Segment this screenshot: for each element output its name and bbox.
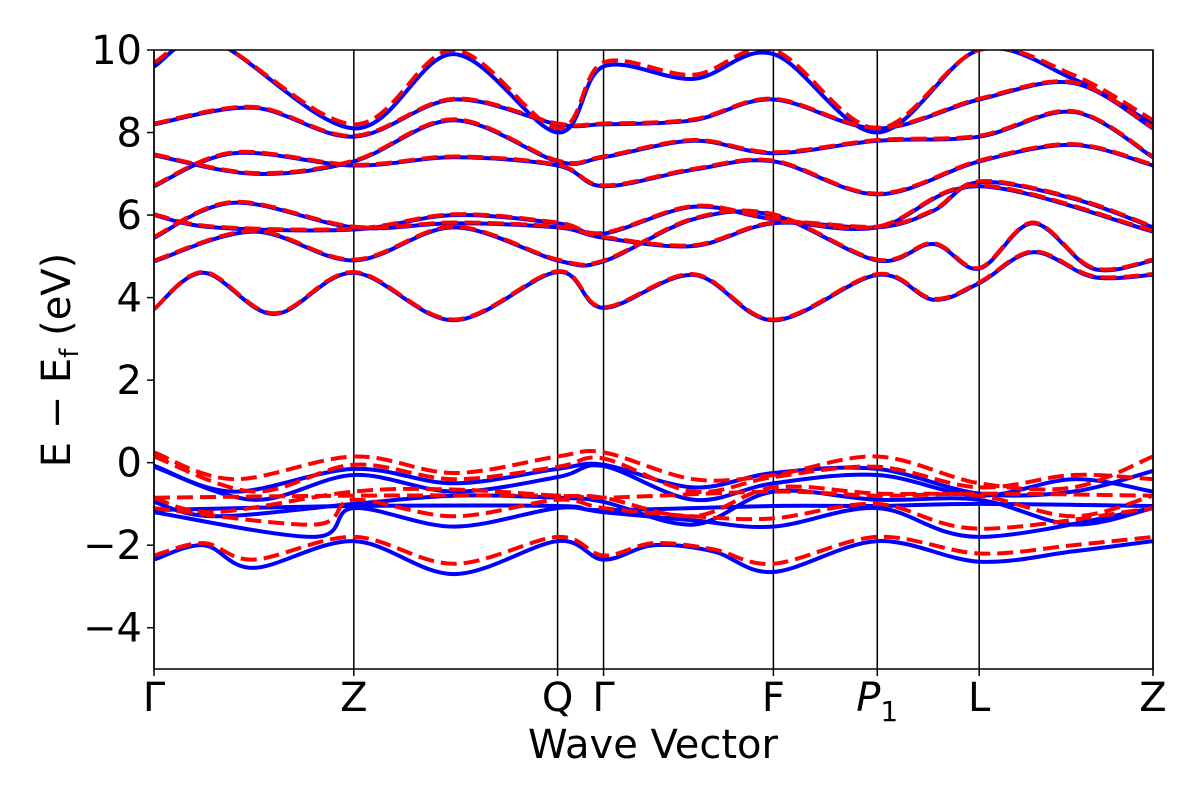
band-lines	[154, 50, 1153, 577]
y-tick-label: −4	[83, 606, 142, 652]
x-tick-label-main: P	[856, 675, 881, 721]
x-tick-label: L	[968, 675, 991, 721]
x-tick-label-sub: 1	[880, 695, 898, 728]
x-tick-label: Z	[1139, 675, 1166, 721]
dashed-band-line	[154, 489, 1153, 500]
dashed-band-line	[154, 142, 1153, 196]
y-axis-title-main: E − E	[34, 358, 80, 468]
y-tick-label: 0	[117, 441, 142, 487]
plot-frame	[153, 49, 1154, 670]
y-tick-label: −2	[83, 523, 142, 569]
solid-band-line	[154, 50, 1153, 135]
x-axis-ticks: Γ Z Q Γ F P1 L Z	[143, 669, 1167, 728]
y-axis-ticks: −4 −2 0 2 4 6 8 10	[83, 28, 154, 652]
high-symmetry-lines	[153, 50, 1154, 669]
solid-band-line	[154, 501, 1153, 513]
y-tick-label: 6	[117, 193, 142, 239]
dashed-band-line	[154, 50, 1153, 131]
dashed-band-line	[154, 249, 1153, 322]
y-tick-label: 10	[91, 28, 142, 74]
dashed-band-line	[154, 79, 1153, 138]
y-axis-title: E − Ef (eV)	[34, 253, 85, 468]
y-axis-title-unit: (eV)	[34, 253, 80, 349]
x-tick-label: Z	[340, 675, 367, 721]
solid-band-line	[154, 209, 1153, 273]
dashed-band-line	[154, 497, 1153, 531]
y-tick-label: 8	[117, 111, 142, 157]
dashed-band-line	[154, 484, 1153, 519]
solid-band-line	[154, 539, 1153, 577]
y-tick-label: 4	[117, 276, 142, 322]
dashed-band-line	[154, 108, 1153, 176]
x-tick-label: Γ	[592, 675, 615, 721]
solid-band-line	[154, 505, 1153, 539]
x-tick-label: P1	[856, 675, 898, 728]
dashed-band-line	[154, 448, 1153, 492]
x-tick-label: F	[762, 675, 785, 721]
dashed-band-line	[154, 208, 1153, 272]
dashed-band-line	[154, 454, 1153, 495]
x-axis-title: Wave Vector	[528, 722, 779, 768]
dashed-band-line	[154, 183, 1153, 236]
x-tick-label: Γ	[143, 675, 166, 721]
dashed-band-line	[154, 534, 1153, 566]
solid-band-line	[154, 184, 1153, 237]
y-tick-label: 2	[117, 358, 142, 404]
x-tick-label: Q	[542, 675, 573, 721]
y-axis-title-sub: f	[55, 348, 85, 358]
dashed-band-line	[154, 178, 1153, 248]
